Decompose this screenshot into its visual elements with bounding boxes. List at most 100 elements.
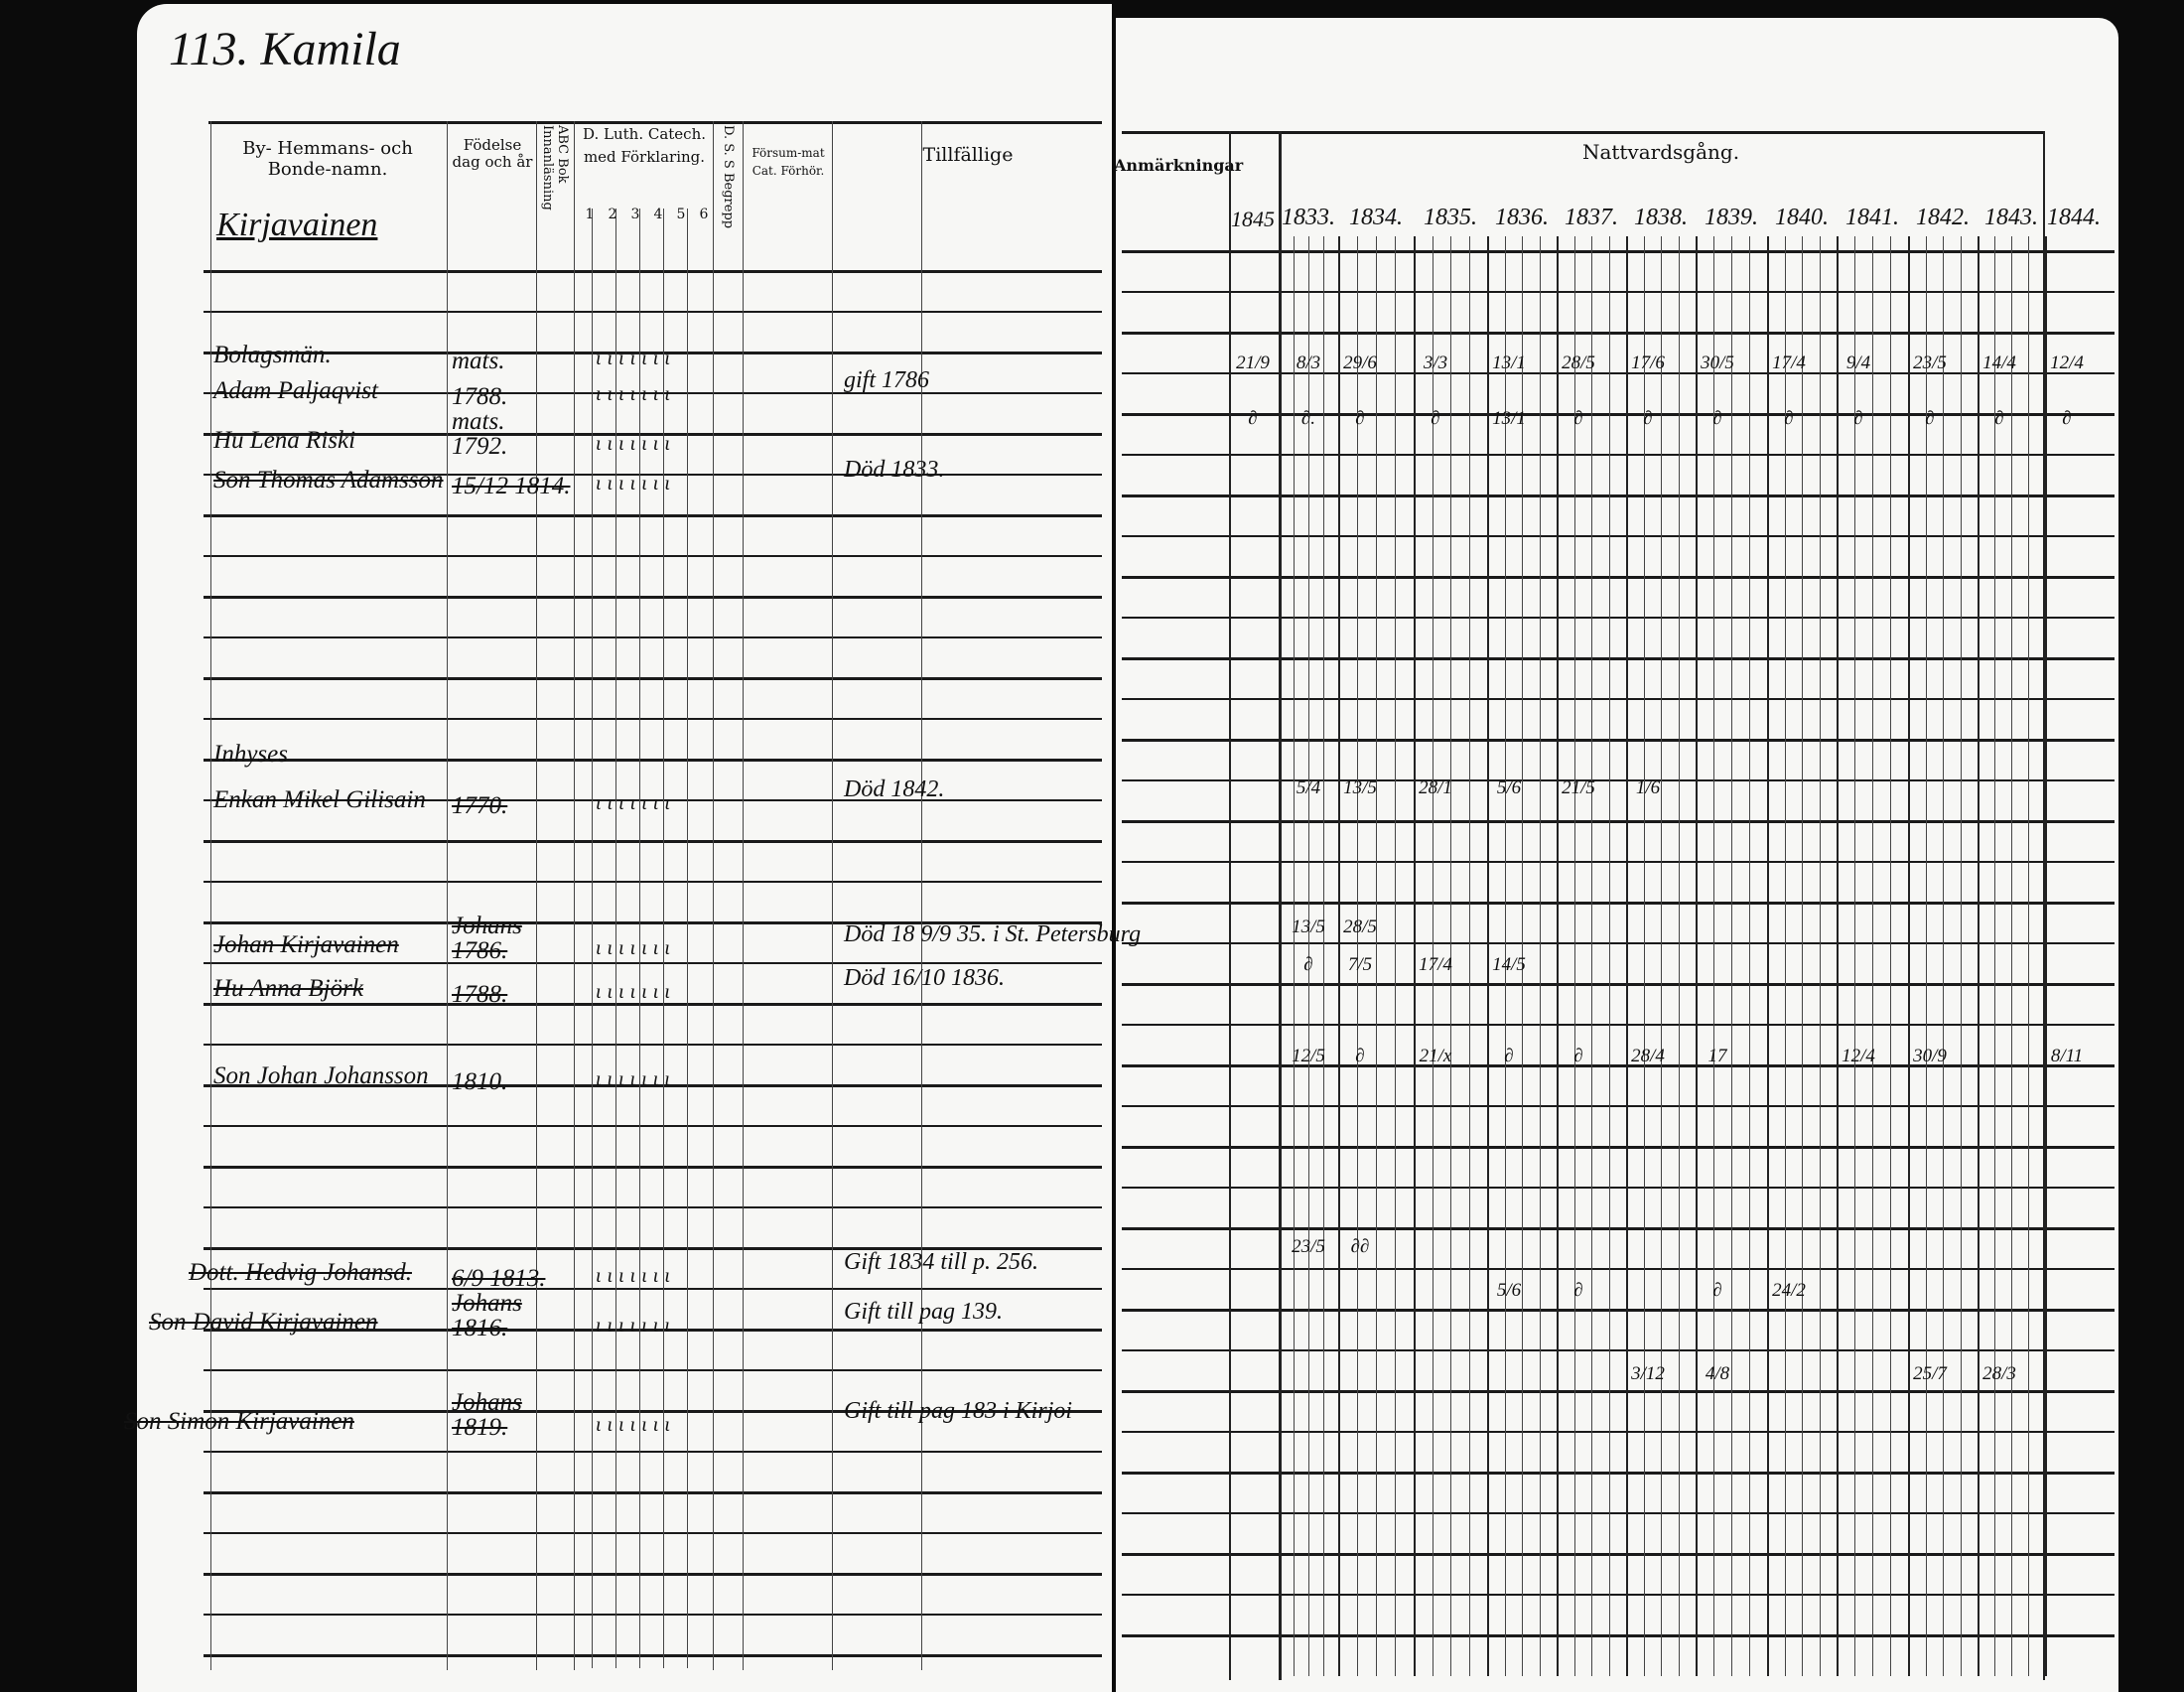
- header-tillfallige: Tillfällige: [922, 144, 1014, 166]
- entry-birth-date: 1770.: [452, 792, 508, 819]
- catech-number: 4: [653, 207, 663, 222]
- communion-mark: ∂∂: [1350, 1236, 1370, 1257]
- communion-mark: 12/4: [2050, 352, 2084, 373]
- year-column-label: 1844.: [2047, 205, 2101, 230]
- ruled-line: [204, 1410, 1102, 1413]
- entry-name: Hu Lena Riski: [213, 427, 356, 454]
- catech-subcolumn: [615, 209, 616, 1668]
- communion-mark: 9/4: [1845, 352, 1871, 373]
- ruled-line: [204, 270, 1102, 273]
- year-column-label: 1841.: [1845, 205, 1899, 230]
- communion-mark: 13/1: [1492, 352, 1526, 373]
- year-subcolumn: [1450, 236, 1451, 1676]
- year-column-label: 1834.: [1349, 205, 1403, 230]
- header-catech: D. Luth. Catech. med Förklaring.: [582, 125, 707, 166]
- ruled-line: [204, 759, 1102, 762]
- communion-mark: 13/5: [1343, 777, 1377, 798]
- entry-birth-date: 1792.: [452, 433, 508, 460]
- year-subcolumn: [1678, 236, 1680, 1676]
- communion-mark: ∂: [1504, 1046, 1514, 1066]
- column-divider: [210, 121, 211, 1670]
- year-column-label: 1839.: [1705, 205, 1758, 230]
- year-subcolumn: [1468, 236, 1470, 1676]
- ruled-line: [1122, 1309, 2115, 1312]
- left-page: [137, 4, 1112, 1692]
- village-name: Kirjavainen: [216, 207, 378, 243]
- ruled-line: [1122, 1227, 2115, 1230]
- communion-mark: 23/5: [1292, 1236, 1325, 1257]
- ruled-line: [204, 677, 1102, 680]
- year-subcolumn: [2011, 236, 2012, 1676]
- year-subcolumn: [1357, 236, 1358, 1676]
- ruled-line: [1122, 1349, 2115, 1351]
- ruled-line: [1122, 1105, 2115, 1107]
- year-subcolumn: [1376, 236, 1377, 1676]
- ruled-line: [204, 392, 1102, 394]
- ruled-line: [1122, 739, 2115, 742]
- entry-ticks: ιιιιιιι: [596, 792, 676, 814]
- ruled-line: [204, 1206, 1102, 1208]
- ruled-line: [1122, 1472, 2115, 1475]
- year-subcolumn: [1608, 236, 1610, 1676]
- entry-birth-year: 15/12 1814.: [452, 474, 570, 498]
- communion-mark: ∂: [1712, 408, 1722, 429]
- header-abc: ABC Bok Innanläsning: [540, 125, 570, 211]
- year-divider: [1338, 236, 1340, 1676]
- year-subcolumn: [1854, 236, 1855, 1676]
- entry-ticks: ιιιιιιι: [596, 473, 676, 494]
- year-column-label: 1843.: [1984, 205, 2038, 230]
- ruled-line: [1122, 332, 2115, 335]
- communion-mark: 4/8: [1705, 1363, 1730, 1384]
- year-divider: [1908, 236, 1910, 1676]
- entry-birth-patronym: Johans: [452, 1290, 522, 1317]
- year-column-label: 1845: [1231, 207, 1275, 231]
- communion-mark: 17/4: [1419, 954, 1452, 975]
- entry-note: Gift till pag 139.: [844, 1299, 1004, 1325]
- communion-mark: ∂: [1994, 408, 2004, 429]
- ruled-line: [204, 1003, 1102, 1006]
- year-column-label: 1838.: [1634, 205, 1688, 230]
- year-subcolumn: [1784, 236, 1786, 1676]
- ruled-line: [204, 352, 1102, 354]
- communion-mark: 28/5: [1562, 352, 1595, 373]
- year-subcolumn: [1539, 236, 1541, 1676]
- year-subcolumn: [2028, 236, 2029, 1676]
- entry-ticks: ιιιιιιι: [596, 1414, 676, 1436]
- communion-mark: 13/1: [1492, 408, 1526, 429]
- ruled-line: [1122, 1634, 2115, 1637]
- communion-mark: ∂: [1784, 408, 1794, 429]
- ruled-line: [204, 1451, 1102, 1453]
- ruled-line: [1122, 291, 2115, 293]
- ruled-line: [1122, 1594, 2115, 1596]
- communion-mark: 24/2: [1772, 1280, 1806, 1301]
- communion-mark: ∂: [1573, 408, 1583, 429]
- ruled-line: [204, 840, 1102, 843]
- ruled-line: [1122, 983, 2115, 986]
- catech-number: 6: [699, 207, 709, 222]
- entry-birth-date: 1788.: [452, 981, 508, 1008]
- communion-mark: 17/4: [1772, 352, 1806, 373]
- entry-birth-date: 1810.: [452, 1068, 508, 1095]
- communion-mark: 5/6: [1496, 1280, 1522, 1301]
- year-subcolumn: [1294, 236, 1295, 1676]
- year-divider: [1279, 236, 1281, 1676]
- ruled-line: [1122, 454, 2115, 456]
- column-divider: [921, 121, 922, 1670]
- ruled-line: [204, 1532, 1102, 1534]
- ruled-line: [1122, 861, 2115, 863]
- communion-mark: 28/3: [1982, 1363, 2016, 1384]
- year-subcolumn: [1308, 236, 1309, 1676]
- header-communion: Nattvardsgång.: [1581, 140, 1740, 164]
- ruled-line: [204, 433, 1102, 436]
- ruled-line: [1122, 1268, 2115, 1270]
- entry-ticks: ιιιιιιι: [596, 937, 676, 959]
- entry-note: gift 1786: [844, 367, 930, 393]
- year-column-label: 1837.: [1565, 205, 1618, 230]
- communion-mark: 17/6: [1631, 352, 1665, 373]
- entry-birth-date: 1788.: [452, 383, 508, 410]
- ruled-line: [1122, 1512, 2115, 1514]
- ruled-line: [204, 474, 1102, 476]
- entry-name: Son Simon Kirjavainen: [124, 1408, 354, 1435]
- communion-mark: 14/4: [1982, 352, 2016, 373]
